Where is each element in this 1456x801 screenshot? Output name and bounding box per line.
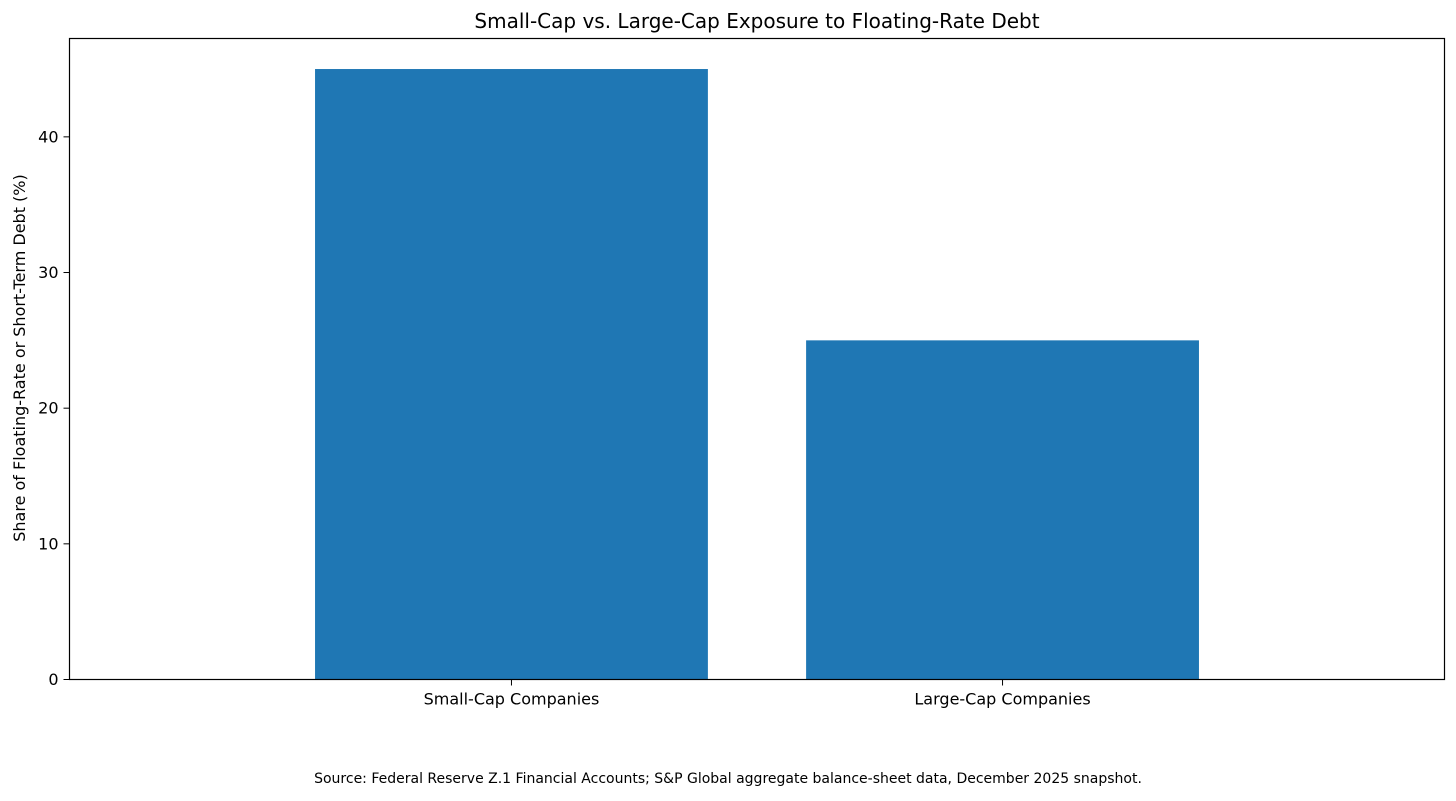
bars-layer: [315, 69, 1199, 680]
y-tick-label: 10: [38, 534, 58, 553]
x-tick-label: Small-Cap Companies: [424, 690, 600, 709]
bar-chart: Small-Cap vs. Large-Cap Exposure to Floa…: [10, 9, 1446, 709]
bar-small-cap-companies: [315, 69, 708, 680]
source-caption: Source: Federal Reserve Z.1 Financial Ac…: [314, 771, 1142, 787]
y-axis: 0 10 20 30 40: [38, 127, 70, 689]
x-axis: Small-Cap Companies Large-Cap Companies: [424, 679, 1091, 709]
y-tick-label: 20: [38, 399, 58, 418]
y-tick-label: 40: [38, 127, 58, 146]
x-tick-label: Large-Cap Companies: [914, 690, 1090, 709]
bar-large-cap-companies: [806, 340, 1199, 680]
chart-title: Small-Cap vs. Large-Cap Exposure to Floa…: [474, 9, 1039, 33]
y-tick-label: 30: [38, 263, 58, 282]
y-axis-label: Share of Floating-Rate or Short-Term Deb…: [10, 174, 29, 542]
plot-frame: [68, 37, 1446, 681]
y-tick-label: 0: [48, 670, 58, 689]
